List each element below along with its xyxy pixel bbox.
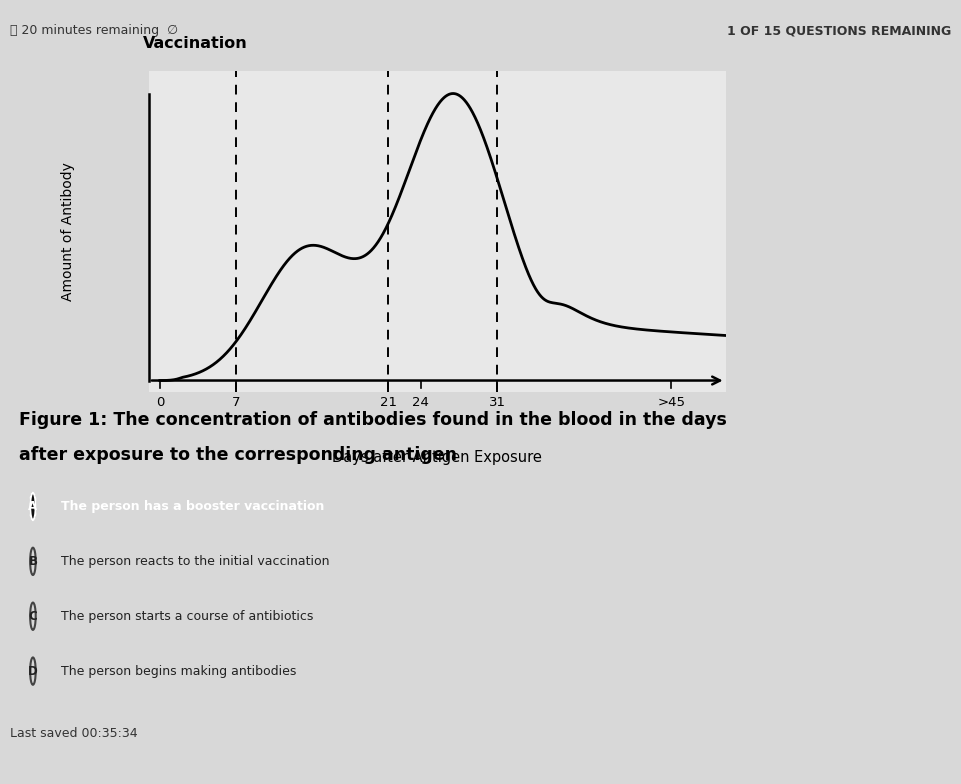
Text: Last saved 00:35:34: Last saved 00:35:34 bbox=[10, 727, 137, 739]
Text: 1 OF 15 QUESTIONS REMAINING: 1 OF 15 QUESTIONS REMAINING bbox=[727, 24, 951, 37]
Text: ⌛ 20 minutes remaining  ∅: ⌛ 20 minutes remaining ∅ bbox=[10, 24, 178, 37]
Text: >45: >45 bbox=[657, 396, 685, 409]
Text: Amount of Antibody: Amount of Antibody bbox=[62, 162, 75, 301]
Text: B: B bbox=[29, 555, 37, 568]
Text: The person starts a course of antibiotics: The person starts a course of antibiotic… bbox=[61, 610, 313, 622]
Text: 7: 7 bbox=[232, 396, 240, 409]
Text: The person has a booster vaccination: The person has a booster vaccination bbox=[61, 500, 324, 513]
Text: 24: 24 bbox=[412, 396, 430, 409]
Text: The person begins making antibodies: The person begins making antibodies bbox=[61, 665, 296, 677]
Text: D: D bbox=[28, 665, 37, 677]
Text: 31: 31 bbox=[488, 396, 505, 409]
Text: 0: 0 bbox=[156, 396, 164, 409]
Circle shape bbox=[30, 493, 36, 520]
Text: A: A bbox=[29, 500, 37, 513]
Text: C: C bbox=[29, 610, 37, 622]
Circle shape bbox=[30, 603, 36, 630]
Text: The person reacts to the initial vaccination: The person reacts to the initial vaccina… bbox=[61, 555, 330, 568]
Text: Figure 1: The concentration of antibodies found in the blood in the days: Figure 1: The concentration of antibodie… bbox=[19, 411, 727, 429]
Text: Vaccination: Vaccination bbox=[143, 36, 248, 51]
Circle shape bbox=[30, 658, 36, 684]
Text: after exposure to the corresponding antigen: after exposure to the corresponding anti… bbox=[19, 446, 456, 464]
Text: 21: 21 bbox=[380, 396, 397, 409]
Circle shape bbox=[30, 548, 36, 575]
Text: Days after Antigen Exposure: Days after Antigen Exposure bbox=[333, 450, 542, 465]
